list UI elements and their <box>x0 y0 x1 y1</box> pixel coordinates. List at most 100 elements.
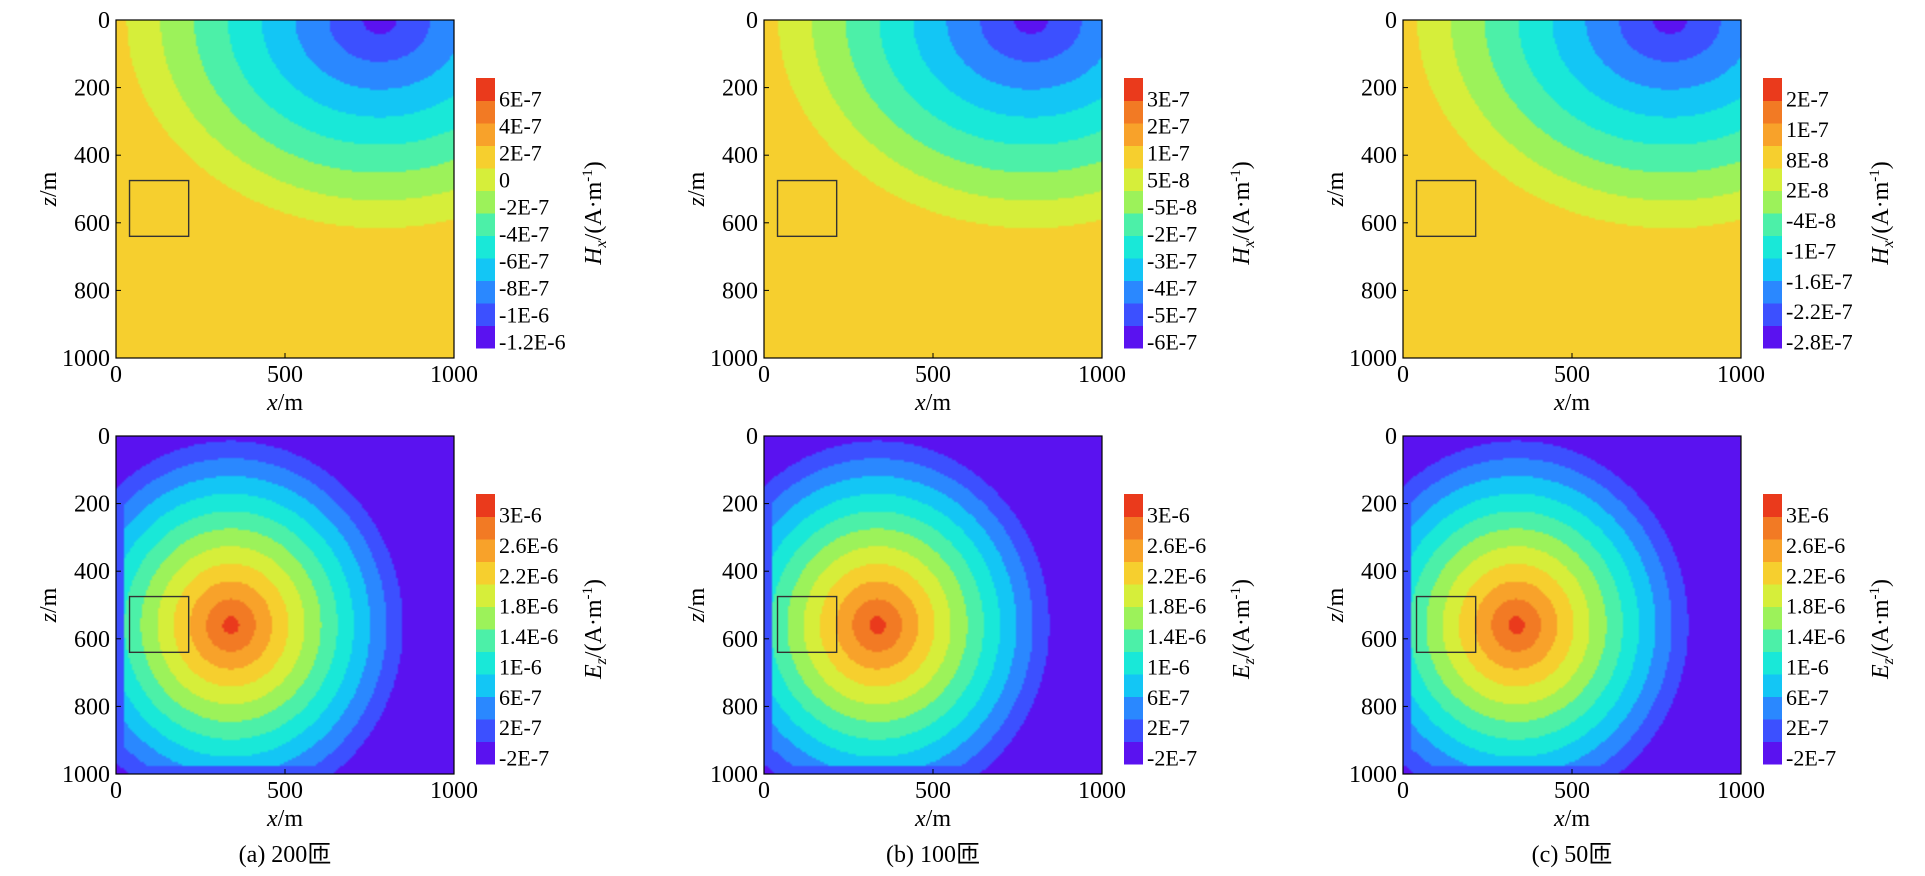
colorbar-swatch <box>1124 100 1143 124</box>
colorbar-swatch <box>1124 213 1143 236</box>
colorbar-label-var: H <box>581 246 607 266</box>
x-axis-var: x <box>1553 806 1565 832</box>
colorbar-tick-label: 8E-8 <box>1786 147 1829 172</box>
colorbar-swatch <box>476 280 495 304</box>
colorbar-swatch <box>476 258 495 281</box>
colorbar-swatch <box>476 190 495 214</box>
colorbar-swatch <box>1124 516 1143 540</box>
y-axis-unit: /m <box>1323 587 1349 613</box>
colorbar-label-unit: /(A·m <box>1868 599 1894 658</box>
colorbar-swatch <box>1124 539 1143 562</box>
colorbar-swatch <box>1124 674 1143 697</box>
colorbar: 6E-74E-72E-70-2E-7-4E-7-6E-7-8E-7-1E-6-1… <box>476 78 610 355</box>
x-axis-label: x/m <box>914 806 951 832</box>
colorbar-tick-label: 3E-7 <box>1147 87 1190 112</box>
colorbar-swatch <box>476 213 495 236</box>
y-axis-var: z <box>1323 196 1349 207</box>
y-tick-label: 400 <box>722 559 758 585</box>
colorbar-tick-label: 4E-7 <box>499 114 542 139</box>
colorbar-tick-label: -3E-7 <box>1147 249 1197 274</box>
colorbar-label: Ez/(A·m-1) <box>580 579 610 680</box>
y-tick-label: 0 <box>1385 424 1397 450</box>
y-axis-unit: /m <box>36 587 62 613</box>
colorbar-swatch <box>1763 629 1782 652</box>
colorbar-swatch <box>1124 145 1143 169</box>
colorbar-tick-label: 2.2E-6 <box>1786 563 1845 588</box>
colorbar-label-sub: x <box>593 240 610 248</box>
x-axis-label: x/m <box>266 390 303 416</box>
colorbar-swatch <box>1124 584 1143 607</box>
colorbar-label-sup: -1 <box>1867 587 1883 600</box>
colorbar-swatch <box>1124 235 1143 259</box>
colorbar-tick-label: 1E-6 <box>1147 654 1190 679</box>
x-tick-label: 500 <box>915 778 951 804</box>
y-tick-label: 400 <box>1361 143 1397 169</box>
colorbar-label-sub: z <box>1241 657 1258 665</box>
x-tick-label: 500 <box>1554 362 1590 388</box>
x-tick-label: 0 <box>1397 362 1409 388</box>
colorbar-swatch <box>1763 494 1782 517</box>
x-tick-label: 0 <box>758 362 770 388</box>
colorbar-swatch <box>1124 325 1143 349</box>
y-tick-label: 200 <box>722 492 758 518</box>
colorbar-label-close: ) <box>1229 161 1255 169</box>
colorbar-swatch <box>476 494 495 517</box>
x-axis-unit: /m <box>926 806 952 832</box>
x-axis-unit: /m <box>1565 806 1591 832</box>
colorbar: 3E-6 2.6E-6 2.2E-6 1.8E-6 1.4E-6 1E-6 6E-7 2E-7… <box>1124 494 1258 771</box>
y-tick-label: 400 <box>1361 559 1397 585</box>
y-tick-label: 1000 <box>62 346 110 372</box>
y-axis-unit: /m <box>1323 171 1349 197</box>
colorbar-swatch <box>476 516 495 540</box>
colorbar-tick-label: 2E-7 <box>1786 715 1829 740</box>
colorbar-swatch <box>1763 741 1782 765</box>
y-tick-label: 1000 <box>1349 346 1397 372</box>
colorbar-swatch <box>1124 258 1143 281</box>
anomaly-box <box>776 179 838 238</box>
colorbar-tick-label: 1E-7 <box>1147 141 1190 166</box>
panel-caption: (a) 200匝 <box>239 842 332 868</box>
colorbar-tick-label: 0 <box>499 168 510 193</box>
colorbar-swatch <box>1763 213 1782 236</box>
colorbar-swatch <box>1763 78 1782 101</box>
colorbar-tick-label: -4E-7 <box>499 222 549 247</box>
colorbar-swatch <box>1763 606 1782 630</box>
colorbar-swatch <box>1763 516 1782 540</box>
colorbar-label-close: ) <box>1868 161 1894 169</box>
colorbar-tick-label: 2.6E-6 <box>499 533 558 558</box>
colorbar-label-unit: /(A·m <box>581 599 607 658</box>
y-tick-label: 1000 <box>62 762 110 788</box>
colorbar: 3E-72E-71E-75E-8-5E-8-2E-7-3E-7-4E-7-5E-… <box>1124 78 1258 355</box>
x-tick-label: 500 <box>915 362 951 388</box>
colorbar-label-sub: x <box>1880 240 1897 248</box>
y-axis-label: z/m <box>36 171 62 207</box>
colorbar-swatch <box>1763 258 1782 281</box>
colorbar-swatch <box>1124 280 1143 304</box>
colorbar-swatch <box>1763 651 1782 675</box>
colorbar-tick-label: -2.8E-7 <box>1786 330 1853 355</box>
colorbar-swatch <box>1124 303 1143 326</box>
colorbar-swatch <box>476 123 495 146</box>
colorbar-tick-label: -4E-8 <box>1786 208 1836 233</box>
colorbar-tick-label: 2E-7 <box>499 715 542 740</box>
anomaly-box <box>1415 595 1477 654</box>
colorbar-label-sup: -1 <box>580 587 596 600</box>
colorbar-swatch <box>476 584 495 607</box>
colorbar-swatch <box>1763 325 1782 349</box>
y-axis-var: z <box>1323 612 1349 623</box>
x-axis-unit: /m <box>1565 390 1591 416</box>
colorbar-tick-label: 2.6E-6 <box>1147 533 1206 558</box>
y-tick-label: 200 <box>1361 76 1397 102</box>
colorbar-label-sup: -1 <box>1867 169 1883 182</box>
colorbar-swatch <box>1124 741 1143 765</box>
y-tick-label: 600 <box>74 211 110 237</box>
y-tick-label: 0 <box>1385 8 1397 34</box>
colorbar-swatch <box>1124 629 1143 652</box>
colorbar-label-sup: -1 <box>1228 169 1244 182</box>
x-axis-unit: /m <box>278 806 304 832</box>
colorbar-label: Ez/(A·m-1) <box>1867 579 1897 680</box>
colorbar-tick-label: -2E-7 <box>1786 746 1836 771</box>
